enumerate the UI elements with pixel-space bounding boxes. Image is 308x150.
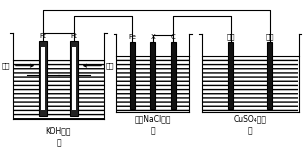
Bar (202, 56, 298, 111)
Bar (150, 42, 155, 109)
Text: 饱和NaCl溶液: 饱和NaCl溶液 (135, 115, 171, 124)
Text: Pt: Pt (39, 33, 47, 39)
Text: 甲: 甲 (56, 139, 61, 148)
Bar (39, 41, 47, 116)
Text: 乙: 乙 (151, 127, 155, 136)
Text: Fe: Fe (128, 34, 136, 40)
Text: 粗铜: 粗铜 (265, 33, 274, 40)
Text: X: X (150, 34, 155, 40)
Bar (228, 42, 233, 109)
Text: Pt: Pt (71, 33, 77, 39)
Bar (171, 42, 176, 109)
Text: 氧气: 氧气 (1, 62, 10, 69)
Bar (117, 56, 189, 111)
Bar (267, 42, 272, 109)
Bar (41, 47, 45, 110)
Bar (14, 60, 103, 119)
Text: 氢气: 氢气 (106, 62, 114, 69)
Bar (130, 42, 135, 109)
Text: 丙: 丙 (248, 127, 253, 136)
Text: CuSO₄溶液: CuSO₄溶液 (234, 115, 267, 124)
Text: 精铜: 精铜 (226, 33, 235, 40)
Bar (70, 41, 78, 116)
Bar (72, 47, 76, 110)
Text: C: C (171, 34, 176, 40)
Text: KOH溶液: KOH溶液 (46, 127, 71, 136)
